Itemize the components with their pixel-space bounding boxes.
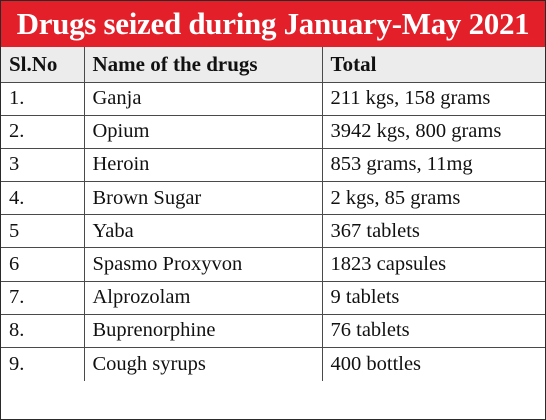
table-title: Drugs seized during January-May 2021 (1, 1, 545, 47)
drug-name-cell: Ganja (83, 81, 323, 116)
serial-number-cell: 2. (1, 114, 85, 149)
header-drug-name: Name of the drugs (83, 47, 323, 83)
total-cell: 1823 capsules (321, 247, 545, 282)
serial-number-cell: 9. (1, 346, 85, 381)
table-row: 1. Ganja 211 kgs, 158 grams (1, 81, 545, 116)
drug-name-cell: Spasmo Proxyvon (83, 247, 323, 282)
table-row: 5 Yaba 367 tablets (1, 214, 545, 249)
total-cell: 76 tablets (321, 313, 545, 349)
table-row: 8. Buprenorphine 76 tablets (1, 313, 545, 349)
table-row: 2. Opium 3942 kgs, 800 grams (1, 114, 545, 149)
header-serial-number: Sl.No (1, 47, 85, 83)
drug-name-cell: Opium (83, 114, 323, 149)
total-cell: 9 tablets (321, 280, 545, 315)
total-cell: 400 bottles (321, 346, 545, 381)
table-row: 6 Spasmo Proxyvon 1823 capsules (1, 247, 545, 282)
drug-name-cell: Heroin (83, 147, 323, 183)
table-row: 7. Alprozolam 9 tablets (1, 280, 545, 315)
table-row: 3 Heroin 853 grams, 11mg (1, 147, 545, 183)
drug-name-cell: Alprozolam (83, 280, 323, 315)
total-cell: 2 kgs, 85 grams (321, 181, 545, 216)
total-cell: 853 grams, 11mg (321, 147, 545, 183)
total-cell: 367 tablets (321, 214, 545, 249)
table-header-row: Sl.No Name of the drugs Total (1, 47, 545, 83)
serial-number-cell: 5 (1, 214, 85, 249)
drug-name-cell: Cough syrups (83, 346, 323, 381)
table-row: 9. Cough syrups 400 bottles (1, 346, 545, 381)
table-row: 4. Brown Sugar 2 kgs, 85 grams (1, 181, 545, 216)
serial-number-cell: 6 (1, 247, 85, 282)
drug-name-cell: Buprenorphine (83, 313, 323, 349)
serial-number-cell: 8. (1, 313, 85, 349)
drug-name-cell: Yaba (83, 214, 323, 249)
serial-number-cell: 4. (1, 181, 85, 216)
serial-number-cell: 7. (1, 280, 85, 315)
serial-number-cell: 1. (1, 81, 85, 116)
drug-seizure-table: Sl.No Name of the drugs Total 1. Ganja 2… (1, 47, 545, 381)
header-total: Total (321, 47, 545, 83)
serial-number-cell: 3 (1, 147, 85, 183)
total-cell: 211 kgs, 158 grams (321, 81, 545, 116)
total-cell: 3942 kgs, 800 grams (321, 114, 545, 149)
drug-name-cell: Brown Sugar (83, 181, 323, 216)
